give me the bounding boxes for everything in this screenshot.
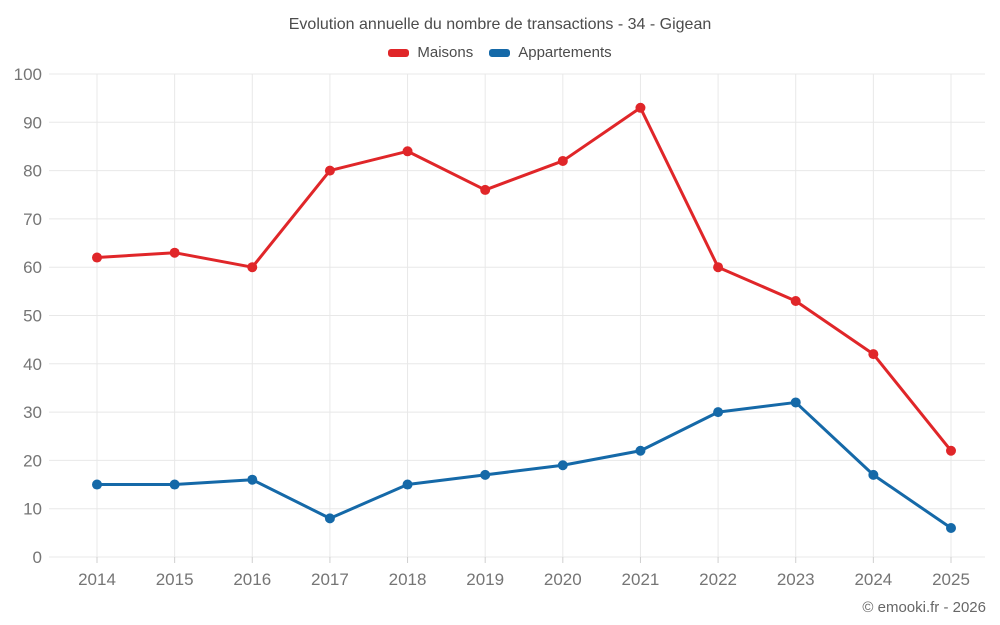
y-axis-tick-label: 60 xyxy=(23,258,42,277)
y-axis-tick-label: 100 xyxy=(14,65,42,84)
x-axis-tick-label: 2015 xyxy=(156,570,194,589)
data-point-appartements[interactable] xyxy=(868,469,879,480)
data-point-maisons[interactable] xyxy=(169,247,180,258)
y-axis-tick-label: 70 xyxy=(23,210,42,229)
legend-item-maisons[interactable]: Maisons xyxy=(388,44,473,61)
y-axis-tick-label: 90 xyxy=(23,113,42,132)
data-point-maisons[interactable] xyxy=(713,262,724,273)
x-axis-tick-label: 2020 xyxy=(544,570,582,589)
x-axis-tick-label: 2018 xyxy=(389,570,427,589)
data-point-maisons[interactable] xyxy=(92,252,102,263)
data-point-appartements[interactable] xyxy=(169,479,180,490)
data-point-appartements[interactable] xyxy=(402,479,413,490)
data-point-maisons[interactable] xyxy=(480,184,491,195)
x-axis-tick-label: 2021 xyxy=(622,570,660,589)
data-point-maisons[interactable] xyxy=(790,296,801,307)
legend-item-appartements[interactable]: Appartements xyxy=(489,44,612,61)
y-axis-tick-label: 40 xyxy=(23,355,42,374)
data-point-appartements[interactable] xyxy=(557,460,568,471)
data-point-maisons[interactable] xyxy=(946,445,956,456)
data-point-appartements[interactable] xyxy=(480,469,491,480)
copyright-footer: © emooki.fr - 2026 xyxy=(862,599,986,616)
data-point-appartements[interactable] xyxy=(713,407,724,418)
y-axis-tick-label: 50 xyxy=(23,307,42,326)
legend-label-appartements: Appartements xyxy=(518,44,612,61)
x-axis-tick-label: 2025 xyxy=(932,570,970,589)
x-axis-tick-label: 2019 xyxy=(466,570,504,589)
legend-swatch-appartements-icon xyxy=(489,48,511,57)
y-axis-tick-label: 80 xyxy=(23,162,42,181)
data-point-appartements[interactable] xyxy=(324,513,335,524)
data-point-appartements[interactable] xyxy=(790,397,801,408)
x-axis-tick-label: 2022 xyxy=(699,570,737,589)
data-point-appartements[interactable] xyxy=(92,479,102,490)
y-axis-tick-label: 30 xyxy=(23,403,42,422)
y-axis-tick-label: 0 xyxy=(33,548,42,567)
legend-label-maisons: Maisons xyxy=(417,44,474,61)
chart-title: Evolution annuelle du nombre de transact… xyxy=(288,16,712,33)
data-point-maisons[interactable] xyxy=(635,102,646,113)
chart-legend: Maisons Appartements xyxy=(0,44,1000,61)
data-point-appartements[interactable] xyxy=(247,474,258,485)
data-point-maisons[interactable] xyxy=(868,349,879,360)
series-line-appartements xyxy=(95,400,953,530)
data-point-maisons[interactable] xyxy=(247,262,258,273)
x-axis-tick-label: 2023 xyxy=(777,570,815,589)
x-axis-tick-label: 2016 xyxy=(233,570,271,589)
data-point-appartements[interactable] xyxy=(946,523,956,534)
y-axis-tick-label: 20 xyxy=(23,451,42,470)
series-line-maisons xyxy=(95,106,953,453)
x-axis-tick-label: 2024 xyxy=(854,570,892,589)
legend-swatch-maisons-icon xyxy=(388,48,410,57)
data-point-maisons[interactable] xyxy=(402,146,413,157)
x-axis-tick-label: 2014 xyxy=(78,570,116,589)
x-axis-tick-label: 2017 xyxy=(311,570,349,589)
data-point-maisons[interactable] xyxy=(324,165,335,176)
data-point-appartements[interactable] xyxy=(635,445,646,456)
y-axis-tick-label: 10 xyxy=(23,500,42,519)
data-point-maisons[interactable] xyxy=(557,155,568,166)
